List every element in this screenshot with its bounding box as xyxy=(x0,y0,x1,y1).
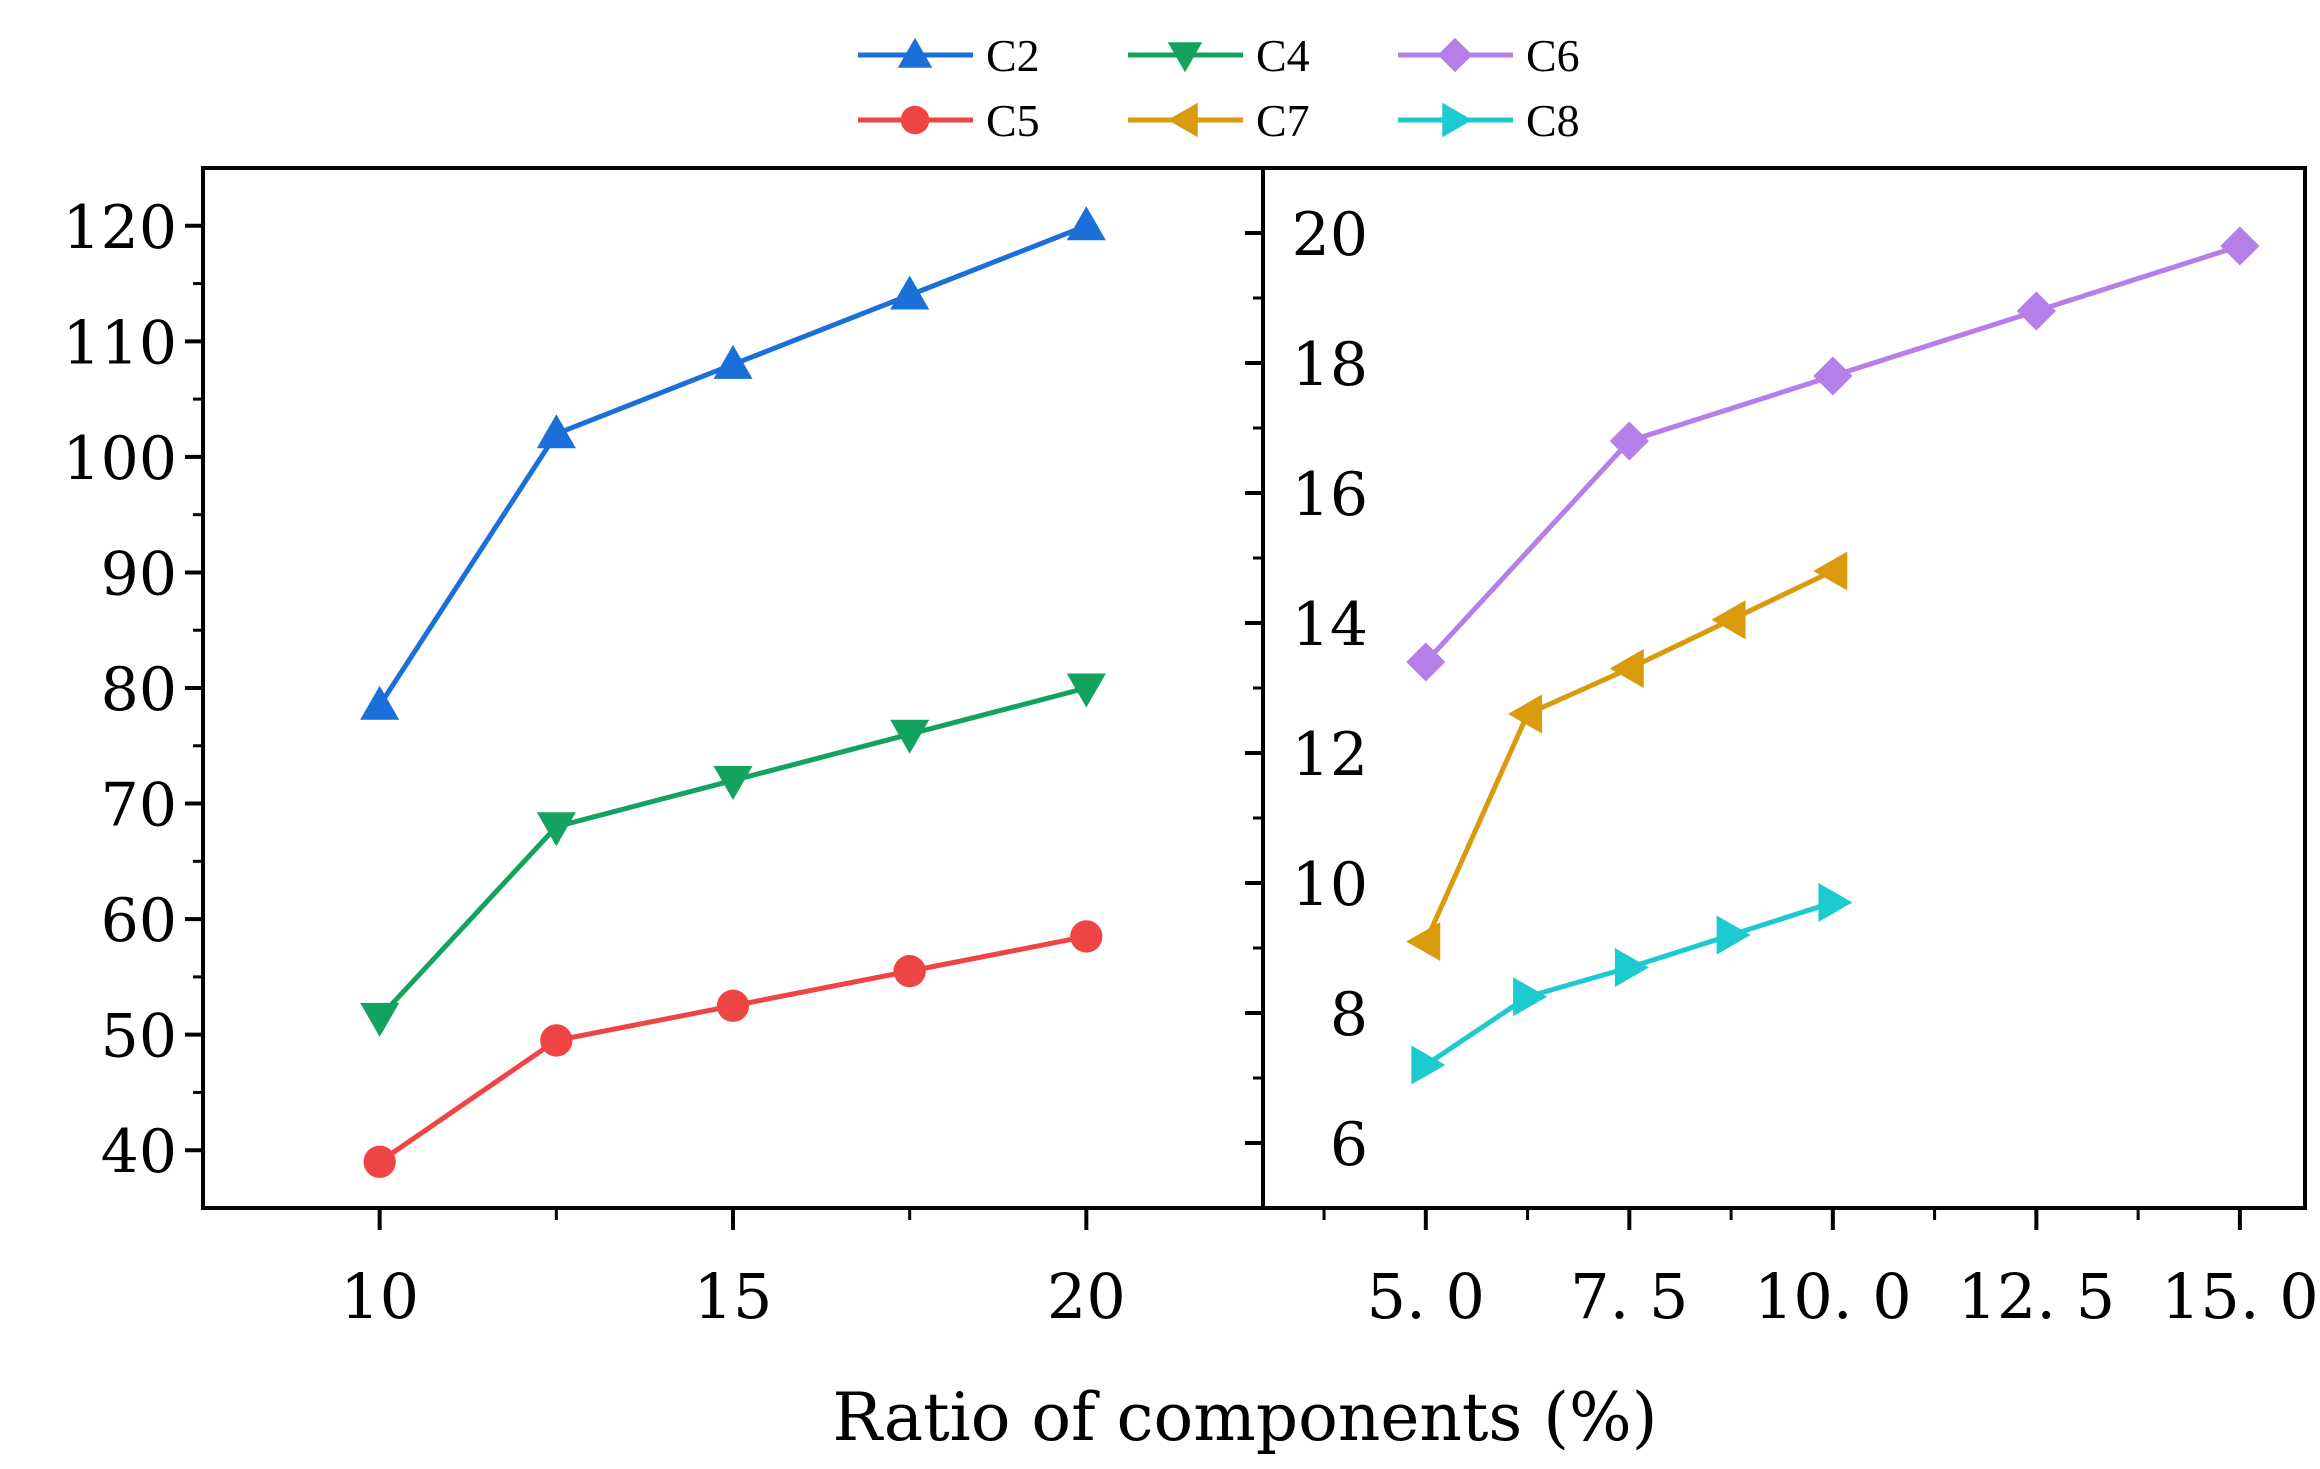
data-point xyxy=(1406,921,1441,962)
y-tick-label: 100 xyxy=(62,424,177,494)
data-point xyxy=(1513,977,1548,1017)
series-line-c5 xyxy=(378,933,1087,1164)
y-tick-label: 80 xyxy=(101,655,177,725)
data-point xyxy=(1609,648,1644,689)
legend-entry-c7: C7 xyxy=(1128,95,1310,146)
data-point xyxy=(1818,882,1853,923)
panel-right: 6 8 10 12 14 16 18 20 5. 0 7. 5 10. 0 12. 5 15. 0 xyxy=(1245,200,2319,1333)
x-tick-label: 20 xyxy=(1047,1260,1126,1333)
data-point xyxy=(1411,1045,1446,1085)
y-tick-label: 20 xyxy=(1292,200,1368,270)
legend-label: C6 xyxy=(1526,30,1580,81)
data-point xyxy=(716,989,750,1022)
y-tick-label: 14 xyxy=(1292,590,1368,660)
y-tick-label: 120 xyxy=(62,193,177,263)
legend-marker xyxy=(1437,37,1473,73)
legend-label: C8 xyxy=(1526,95,1580,146)
data-point xyxy=(1711,600,1746,640)
data-point xyxy=(890,275,930,310)
x-tick-label: 10 xyxy=(340,1260,419,1333)
series-c7 xyxy=(1406,551,1848,962)
x-tick-label: 15 xyxy=(694,1260,773,1333)
x-tick-label: 15. 0 xyxy=(2161,1260,2319,1333)
data-point xyxy=(536,812,576,847)
legend-entry-c8: C8 xyxy=(1398,95,1580,146)
x-tick-label: 7. 5 xyxy=(1570,1260,1688,1333)
panel-left: 40 50 60 70 80 90 100 110 120 10 15 20 xyxy=(62,193,1125,1333)
data-point xyxy=(1066,673,1106,708)
x-axis-label: Ratio of components (%) xyxy=(833,1379,1658,1456)
data-point xyxy=(1609,421,1649,461)
series-c2 xyxy=(360,206,1106,720)
y-tick-label: 90 xyxy=(101,539,177,609)
legend-label: C5 xyxy=(986,95,1040,146)
y-tick-label: 6 xyxy=(1330,1110,1368,1180)
data-point xyxy=(2220,226,2260,266)
legend-entry-c6: C6 xyxy=(1398,30,1580,81)
data-point xyxy=(713,765,753,800)
legend-marker xyxy=(897,37,933,68)
data-point xyxy=(360,685,400,720)
data-point xyxy=(713,344,753,379)
data-point xyxy=(540,1024,573,1057)
legend-entry-c5: C5 xyxy=(858,95,1040,146)
x-tick-label: 12. 5 xyxy=(1957,1260,2115,1333)
series-c8 xyxy=(1411,882,1853,1085)
data-point xyxy=(890,719,930,754)
data-point xyxy=(1406,642,1446,682)
legend-label: C4 xyxy=(1256,30,1310,81)
y-tick-label: 8 xyxy=(1330,980,1368,1050)
series-c4 xyxy=(360,673,1106,1037)
legend-entry-c2: C2 xyxy=(858,30,1040,81)
data-point xyxy=(893,954,926,988)
legend-entry-c4: C4 xyxy=(1128,30,1310,81)
legend-marker xyxy=(1167,102,1198,138)
series-line-c8 xyxy=(1424,900,1834,1068)
legend-label: C7 xyxy=(1256,95,1310,146)
legend-marker xyxy=(900,105,930,135)
y-tick-label: 16 xyxy=(1292,460,1368,530)
y-tick-label: 18 xyxy=(1292,330,1368,400)
legend-label: C2 xyxy=(986,30,1040,81)
legend-marker xyxy=(1442,102,1473,138)
data-point xyxy=(1508,694,1543,734)
series-line-c4 xyxy=(377,685,1087,1020)
data-point xyxy=(1813,551,1848,591)
series-c6 xyxy=(1406,226,2260,682)
legend-marker xyxy=(1167,42,1203,73)
y-tick-label: 60 xyxy=(101,886,177,956)
x-tick-label: 10. 0 xyxy=(1754,1260,1912,1333)
x-tick-label: 5. 0 xyxy=(1367,1260,1485,1333)
y-tick-label: 110 xyxy=(62,308,177,378)
y-tick-label: 40 xyxy=(101,1117,177,1187)
y-tick-label: 10 xyxy=(1292,850,1368,920)
data-point xyxy=(1614,947,1649,988)
data-point xyxy=(363,1145,396,1178)
data-point xyxy=(1070,920,1103,953)
data-point xyxy=(1716,915,1751,955)
data-point xyxy=(1066,206,1106,241)
data-point xyxy=(1813,356,1853,396)
series-c5 xyxy=(363,920,1103,1178)
legend: C2 C4 C6 C5 C7 C8 xyxy=(858,30,1580,146)
series-line-c6 xyxy=(1423,243,2241,664)
data-point xyxy=(360,1002,400,1037)
data-point xyxy=(536,414,576,449)
y-tick-label: 70 xyxy=(101,771,177,841)
y-tick-label: 12 xyxy=(1292,720,1368,790)
series-line-c2 xyxy=(377,223,1088,707)
left-plot-frame xyxy=(201,166,1265,1210)
y-tick-label: 50 xyxy=(101,1002,177,1072)
series-line-c7 xyxy=(1423,568,1834,943)
data-point xyxy=(2016,291,2056,331)
